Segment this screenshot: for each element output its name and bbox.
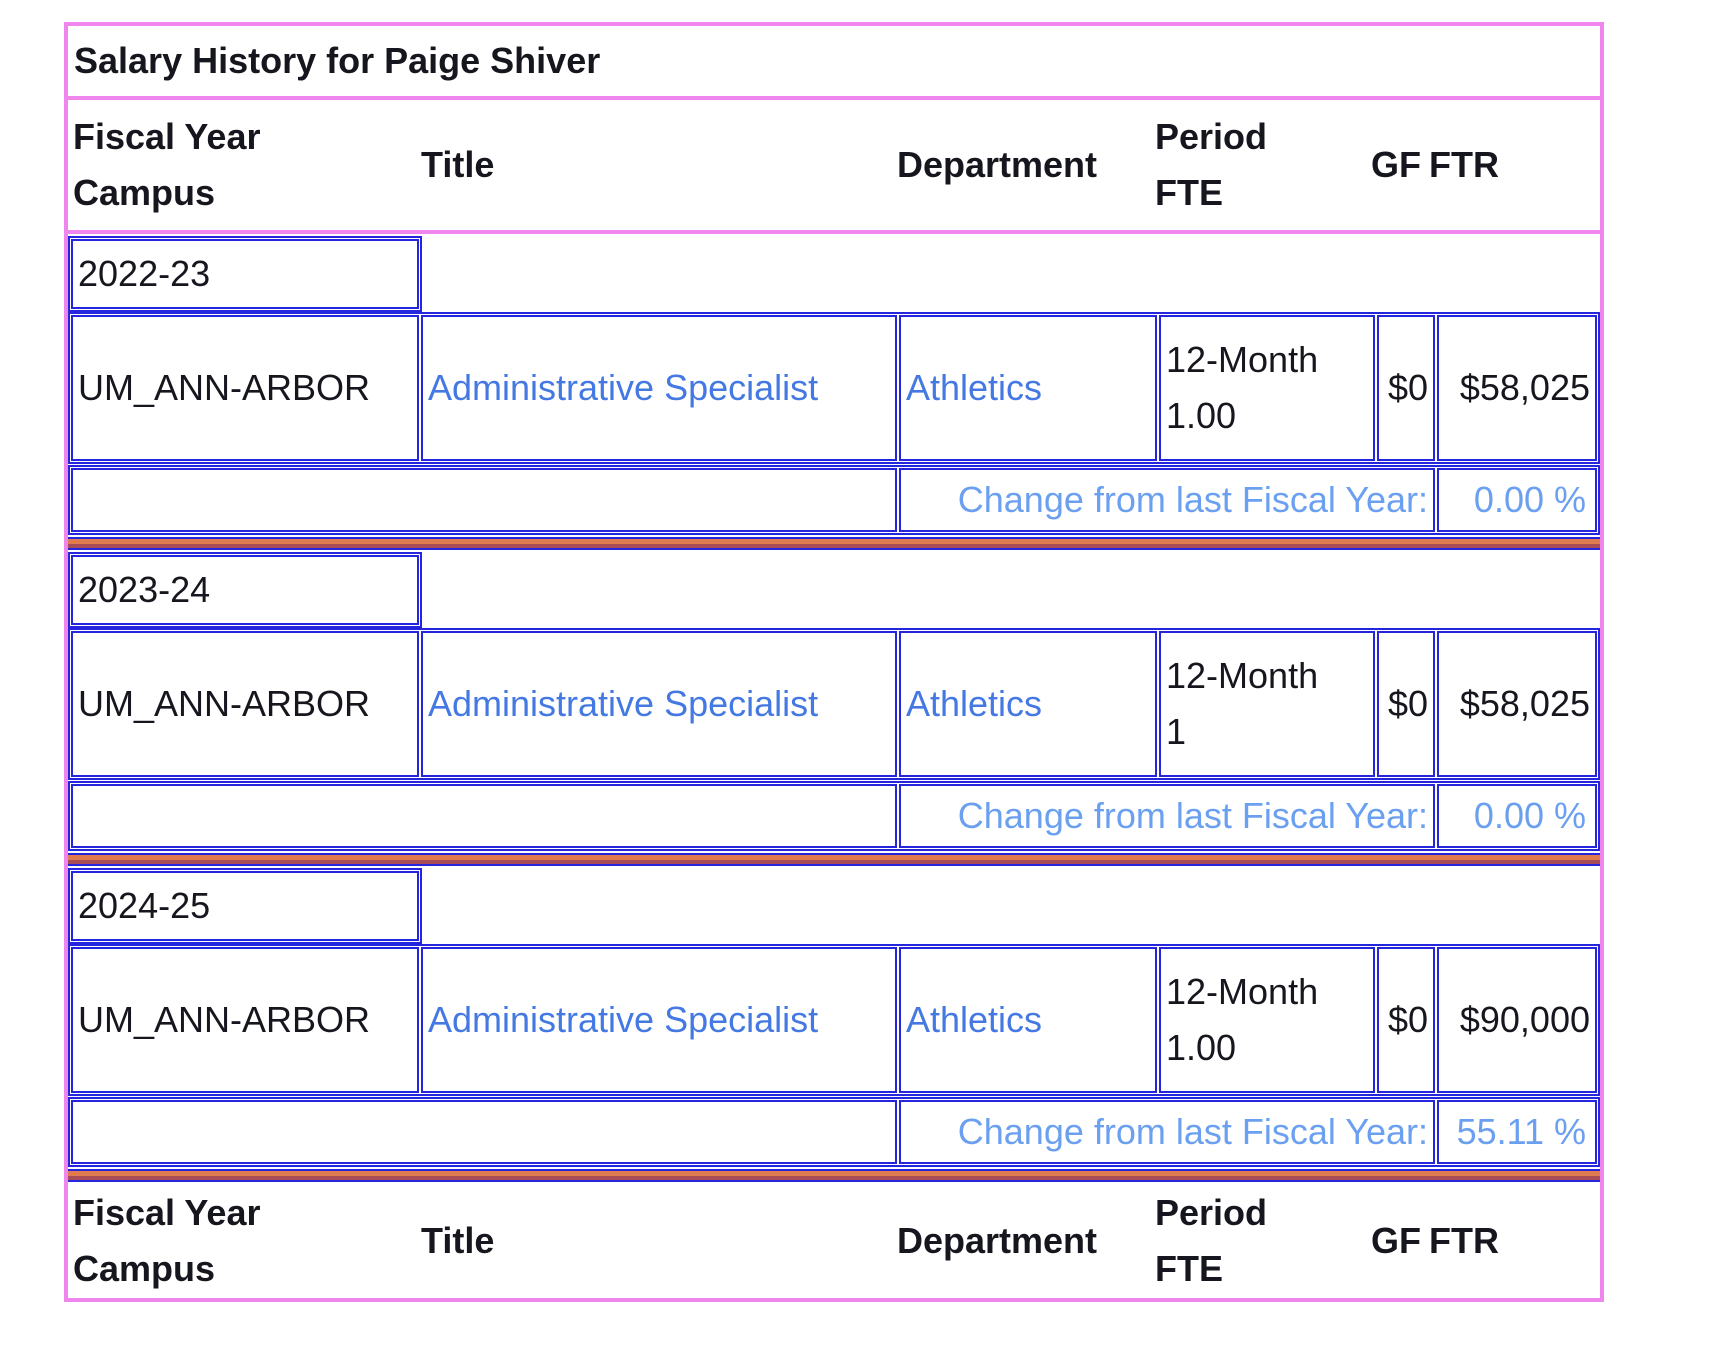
period-value: 12-Month [1166,655,1319,697]
gf-cell: $0 [1377,947,1435,1093]
ftr-cell: $90,000 [1437,947,1597,1093]
change-spacer-cell [71,1100,897,1164]
campus-cell: UM_ANN-ARBOR [71,315,419,461]
gf-cell: $0 [1377,631,1435,777]
footer-header-fte-label: FTE [1155,1248,1223,1289]
header-period-label: Period [1155,116,1268,158]
department-link[interactable]: Athletics [906,999,1043,1041]
change-row: Change from last Fiscal Year: 0.00 % [68,781,1600,851]
fte-value: 1.00 [1166,1027,1237,1068]
footer-header-ftr: FTR [1429,1220,1499,1262]
salary-history-table: Salary History for Paige Shiver Fiscal Y… [64,22,1604,1302]
fiscal-year-cell: 2022-23 [71,239,419,309]
change-label-cell: Change from last Fiscal Year: [899,1100,1435,1164]
ftr-cell: $58,025 [1437,631,1597,777]
fiscal-year-row: 2023-24 [68,552,422,628]
year-separator [68,537,1600,550]
ftr-cell: $58,025 [1437,315,1597,461]
title-link[interactable]: Administrative Specialist [428,999,819,1041]
header-fte-label: FTE [1155,172,1223,213]
year-separator [68,1169,1600,1182]
change-row: Change from last Fiscal Year: 55.11 % [68,1097,1600,1167]
department-link[interactable]: Athletics [906,367,1043,409]
fiscal-year-section: 2024-25 UM_ANN-ARBOR Administrative Spec… [68,868,1600,1182]
campus-cell: UM_ANN-ARBOR [71,631,419,777]
title-cell: Administrative Specialist [421,631,897,777]
footer-header-fiscal-year-label: Fiscal Year [73,1192,261,1234]
change-value-cell: 0.00 % [1437,468,1597,532]
fiscal-year-cell: 2023-24 [71,555,419,625]
change-label-cell: Change from last Fiscal Year: [899,784,1435,848]
footer-header-title: Title [421,1220,495,1262]
change-spacer-cell [71,784,897,848]
footer-header-period-label: Period [1155,1192,1268,1234]
header-gf: GF [1371,144,1421,186]
fte-value: 1 [1166,711,1187,752]
department-cell: Athletics [899,947,1157,1093]
fiscal-year-row: 2022-23 [68,236,422,312]
campus-cell: UM_ANN-ARBOR [71,947,419,1093]
year-separator [68,853,1600,866]
change-spacer-cell [71,468,897,532]
fiscal-year-section: 2022-23 UM_ANN-ARBOR Administrative Spec… [68,236,1600,550]
title-link[interactable]: Administrative Specialist [428,683,819,725]
header-ftr: FTR [1429,144,1499,186]
period-fte-cell: 12-Month 1.00 [1159,947,1375,1093]
gf-cell: $0 [1377,315,1435,461]
fte-value: 1.00 [1166,395,1237,436]
header-campus-label: Campus [73,172,216,213]
salary-data-row: UM_ANN-ARBOR Administrative Specialist A… [68,628,1600,780]
change-value-cell: 0.00 % [1437,784,1597,848]
footer-header-period-fte: Period FTE [1150,1185,1366,1297]
header-fiscal-year-label: Fiscal Year [73,116,261,158]
period-value: 12-Month [1166,971,1319,1013]
fiscal-year-section: 2023-24 UM_ANN-ARBOR Administrative Spec… [68,552,1600,866]
department-link[interactable]: Athletics [906,683,1043,725]
footer-header-department: Department [897,1220,1098,1262]
fiscal-year-cell: 2024-25 [71,871,419,941]
period-value: 12-Month [1166,339,1319,381]
change-value-cell: 55.11 % [1437,1100,1597,1164]
column-header-row-top: Fiscal Year Campus Title Department Peri… [68,100,1600,234]
title-cell: Administrative Specialist [421,315,897,461]
header-title: Title [421,144,495,186]
header-fiscal-year-campus: Fiscal Year Campus [68,109,416,221]
footer-header-campus-label: Campus [73,1248,216,1289]
fiscal-year-row: 2024-25 [68,868,422,944]
table-title: Salary History for Paige Shiver [68,26,1600,100]
header-period-fte: Period FTE [1150,109,1366,221]
period-fte-cell: 12-Month 1 [1159,631,1375,777]
salary-data-row: UM_ANN-ARBOR Administrative Specialist A… [68,944,1600,1096]
department-cell: Athletics [899,315,1157,461]
title-cell: Administrative Specialist [421,947,897,1093]
salary-data-row: UM_ANN-ARBOR Administrative Specialist A… [68,312,1600,464]
header-department: Department [897,144,1098,186]
change-label-cell: Change from last Fiscal Year: [899,468,1435,532]
title-link[interactable]: Administrative Specialist [428,367,819,409]
department-cell: Athletics [899,631,1157,777]
period-fte-cell: 12-Month 1.00 [1159,315,1375,461]
footer-header-fiscal-year-campus: Fiscal Year Campus [68,1185,416,1297]
change-row: Change from last Fiscal Year: 0.00 % [68,465,1600,535]
column-header-row-bottom: Fiscal Year Campus Title Department Peri… [68,1184,1600,1298]
footer-header-gf: GF [1371,1220,1421,1262]
